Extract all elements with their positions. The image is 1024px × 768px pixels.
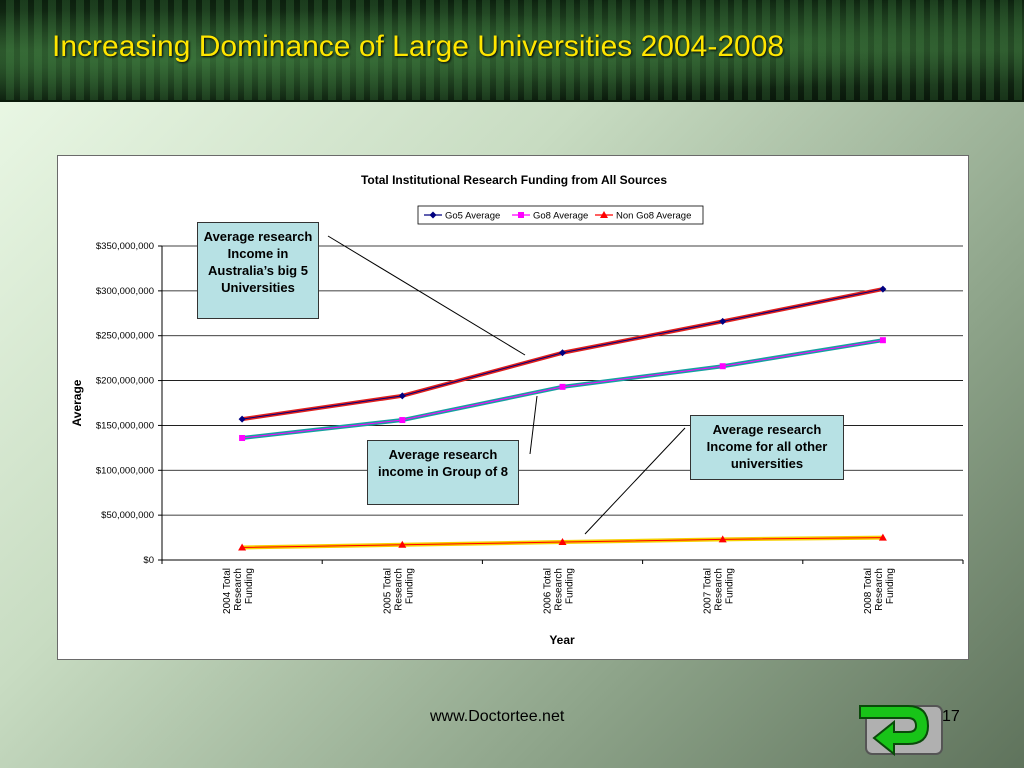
legend-marker: [518, 212, 524, 218]
legend-marker: [429, 211, 437, 219]
y-tick-label: $0: [143, 555, 154, 566]
legend-label: Go8 Average: [533, 211, 588, 222]
footer-url[interactable]: www.Doctortee.net: [430, 708, 565, 725]
data-point-nongo8: [398, 540, 407, 548]
callout-go5: Average research Income in Australia’s b…: [197, 222, 319, 319]
x-tick-label: 2006 TotalResearchFunding: [543, 568, 576, 614]
return-arrow-icon[interactable]: [856, 700, 948, 760]
callout-leader-go8: [529, 395, 538, 455]
data-point-go5: [879, 285, 887, 293]
x-axis-label: Year: [549, 633, 575, 647]
data-point-go8: [719, 363, 726, 370]
chart-frame: Total Institutional Research Funding fro…: [57, 155, 969, 660]
legend-label: Go5 Average: [445, 211, 500, 222]
data-point-nongo8: [558, 538, 567, 546]
data-point-go8: [239, 434, 246, 441]
callout-leader-other: [584, 427, 686, 535]
callout-other: Average research Income for all other un…: [690, 415, 844, 480]
data-point-go5: [719, 317, 727, 325]
research-funding-chart: Total Institutional Research Funding fro…: [70, 173, 964, 647]
slide-title: Increasing Dominance of Large Universiti…: [52, 30, 785, 63]
legend-label: Non Go8 Average: [616, 211, 691, 222]
data-point-go8: [879, 337, 886, 344]
page-number: 17: [942, 708, 960, 725]
x-tick-label: 2007 TotalResearchFunding: [703, 568, 736, 614]
y-tick-label: $50,000,000: [101, 510, 154, 521]
y-axis-label: Average: [70, 379, 84, 426]
chart-title: Total Institutional Research Funding fro…: [361, 173, 667, 187]
title-banner: Increasing Dominance of Large Universiti…: [0, 0, 1024, 102]
data-point-go5: [398, 392, 406, 400]
data-point-go8: [399, 417, 406, 424]
data-point-nongo8: [238, 543, 247, 551]
y-tick-label: $350,000,000: [96, 241, 154, 252]
y-tick-label: $100,000,000: [96, 465, 154, 476]
y-tick-label: $150,000,000: [96, 420, 154, 431]
x-tick-label: 2008 TotalResearchFunding: [863, 568, 896, 614]
data-point-go8: [559, 383, 566, 390]
x-tick-label: 2004 TotalResearchFunding: [222, 568, 255, 614]
callout-leader-go5: [327, 235, 526, 356]
data-point-go5: [559, 349, 566, 357]
y-tick-label: $300,000,000: [96, 286, 154, 297]
y-tick-label: $200,000,000: [96, 376, 154, 387]
legend-marker: [600, 211, 608, 218]
legend-box: [417, 205, 704, 225]
callout-go8: Average research income in Group of 8: [367, 440, 519, 505]
data-point-nongo8: [718, 535, 727, 543]
data-point-nongo8: [878, 533, 887, 541]
y-tick-label: $250,000,000: [96, 331, 154, 342]
x-tick-label: 2005 TotalResearchFunding: [382, 568, 415, 614]
data-point-go5: [238, 415, 246, 423]
